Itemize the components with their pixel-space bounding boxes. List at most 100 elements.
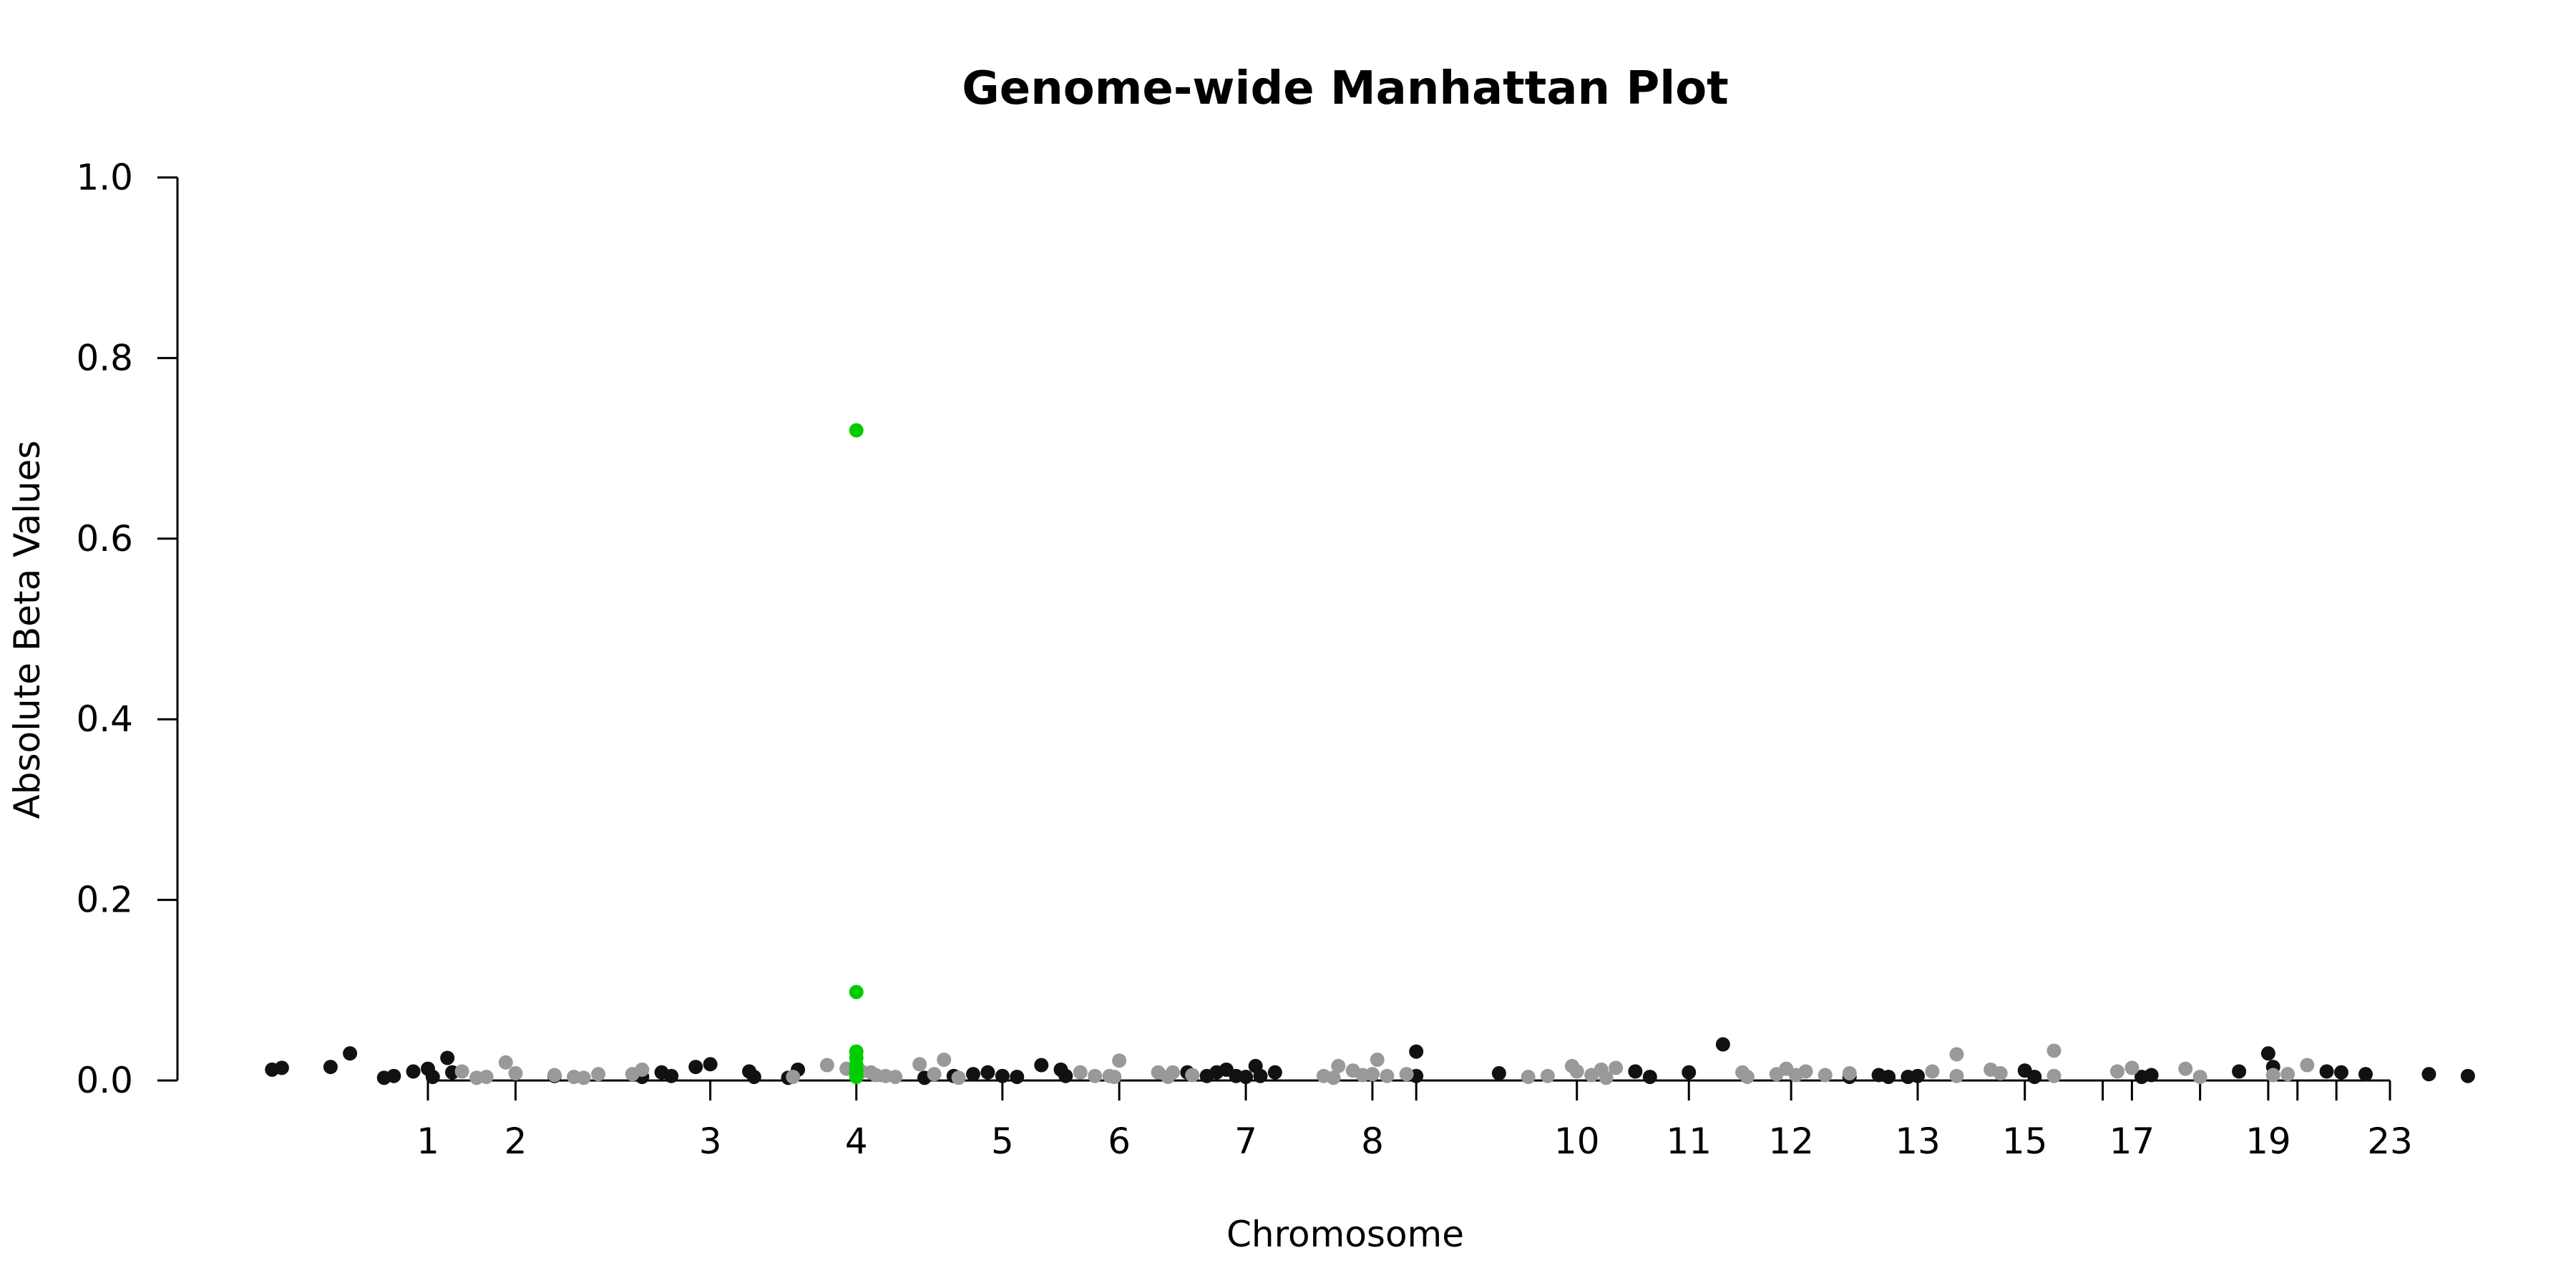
data-point	[746, 1069, 761, 1084]
data-point	[454, 1064, 469, 1079]
data-point	[2027, 1069, 2042, 1084]
x-tick-label: 4	[845, 1121, 868, 1162]
data-point	[2124, 1060, 2140, 1075]
data-point	[2046, 1043, 2062, 1058]
data-point	[849, 1069, 864, 1084]
data-point	[888, 1069, 903, 1084]
data-point	[508, 1065, 523, 1080]
data-point	[386, 1068, 401, 1083]
data-point	[2232, 1064, 2247, 1079]
data-point	[1925, 1064, 1940, 1079]
y-tick-label: 0.2	[76, 879, 133, 921]
data-point	[1253, 1068, 1268, 1083]
data-point	[927, 1067, 942, 1082]
x-tick-label: 23	[2367, 1121, 2413, 1162]
data-point	[2265, 1068, 2280, 1083]
data-point	[937, 1052, 952, 1067]
data-point	[849, 423, 864, 438]
x-tick-label: 8	[1361, 1121, 1384, 1162]
data-point	[1380, 1068, 1395, 1083]
data-point	[951, 1070, 966, 1085]
data-point	[406, 1064, 421, 1079]
data-point	[1798, 1064, 1813, 1079]
data-point	[547, 1068, 562, 1083]
data-point	[664, 1068, 679, 1083]
data-point	[1993, 1065, 2008, 1080]
y-tick-label: 0.0	[76, 1060, 133, 1101]
data-point	[2109, 1064, 2124, 1079]
y-tick-label: 0.6	[76, 518, 133, 560]
data-point	[2178, 1061, 2193, 1076]
data-point	[980, 1065, 995, 1080]
x-tick-label: 7	[1234, 1121, 1257, 1162]
data-point	[2300, 1058, 2315, 1073]
data-point	[1239, 1069, 1254, 1084]
data-point	[498, 1055, 513, 1070]
y-tick-label: 0.8	[76, 337, 133, 379]
x-tick-label: 5	[991, 1121, 1014, 1162]
data-point	[1521, 1069, 1536, 1084]
data-point	[1818, 1068, 1833, 1083]
data-point	[1112, 1053, 1127, 1068]
data-point	[1326, 1070, 1341, 1085]
data-point	[912, 1057, 927, 1072]
data-point	[1740, 1069, 1755, 1084]
data-point	[1058, 1068, 1073, 1083]
x-tick-label: 12	[1768, 1121, 1814, 1162]
data-point	[1399, 1067, 1414, 1082]
data-point	[1034, 1058, 1049, 1073]
data-point	[688, 1060, 703, 1075]
data-point	[849, 985, 864, 1000]
chart-title: Genome-wide Manhattan Plot	[962, 62, 1729, 115]
data-point	[479, 1069, 494, 1084]
x-tick-label: 17	[2109, 1121, 2155, 1162]
data-point	[323, 1060, 338, 1075]
data-point	[1491, 1065, 1506, 1080]
data-point	[1715, 1037, 1730, 1052]
data-point	[1628, 1064, 1643, 1079]
data-point	[425, 1069, 440, 1084]
data-point	[576, 1070, 591, 1085]
data-point	[274, 1060, 289, 1075]
x-tick-label: 2	[504, 1121, 527, 1162]
data-points	[265, 423, 2475, 1085]
data-point	[1642, 1069, 1657, 1084]
y-tick-label: 0.4	[76, 698, 133, 740]
data-point	[1409, 1044, 1424, 1059]
data-point	[1609, 1060, 1624, 1075]
data-point	[2421, 1067, 2436, 1082]
data-point	[1073, 1065, 1088, 1080]
data-point	[1569, 1064, 1584, 1079]
x-axis: 1 2 3 4 5 6 7 8 10 11 12 13 15 17 19 23	[416, 1079, 2413, 1162]
data-point	[1365, 1067, 1380, 1082]
data-point	[2192, 1069, 2207, 1084]
data-point	[819, 1058, 834, 1073]
y-axis: 0.0 0.2 0.4 0.6 0.8 1.0	[76, 157, 179, 1101]
data-point	[1911, 1068, 1926, 1083]
x-tick-label: 10	[1554, 1121, 1600, 1162]
y-axis-label: Absolute Beta Values	[6, 441, 48, 819]
data-point	[343, 1046, 358, 1061]
data-point	[2460, 1068, 2475, 1083]
data-point	[2358, 1067, 2373, 1082]
data-point	[1107, 1069, 1122, 1084]
data-point	[966, 1067, 981, 1082]
data-point	[2333, 1065, 2348, 1080]
data-point	[1949, 1047, 1964, 1062]
data-point	[591, 1067, 606, 1082]
x-tick-label: 1	[416, 1121, 439, 1162]
data-point	[1949, 1068, 1964, 1083]
data-point	[1331, 1058, 1346, 1073]
y-tick-label: 1.0	[76, 157, 133, 198]
data-point	[1010, 1069, 1025, 1084]
data-point	[786, 1069, 801, 1084]
data-point	[1540, 1068, 1555, 1083]
x-tick-label: 6	[1108, 1121, 1131, 1162]
x-tick-label: 3	[699, 1121, 722, 1162]
data-point	[1185, 1068, 1200, 1083]
x-tick-label: 19	[2245, 1121, 2291, 1162]
data-point	[635, 1062, 650, 1077]
data-point	[1267, 1065, 1282, 1080]
data-point	[1881, 1069, 1896, 1084]
